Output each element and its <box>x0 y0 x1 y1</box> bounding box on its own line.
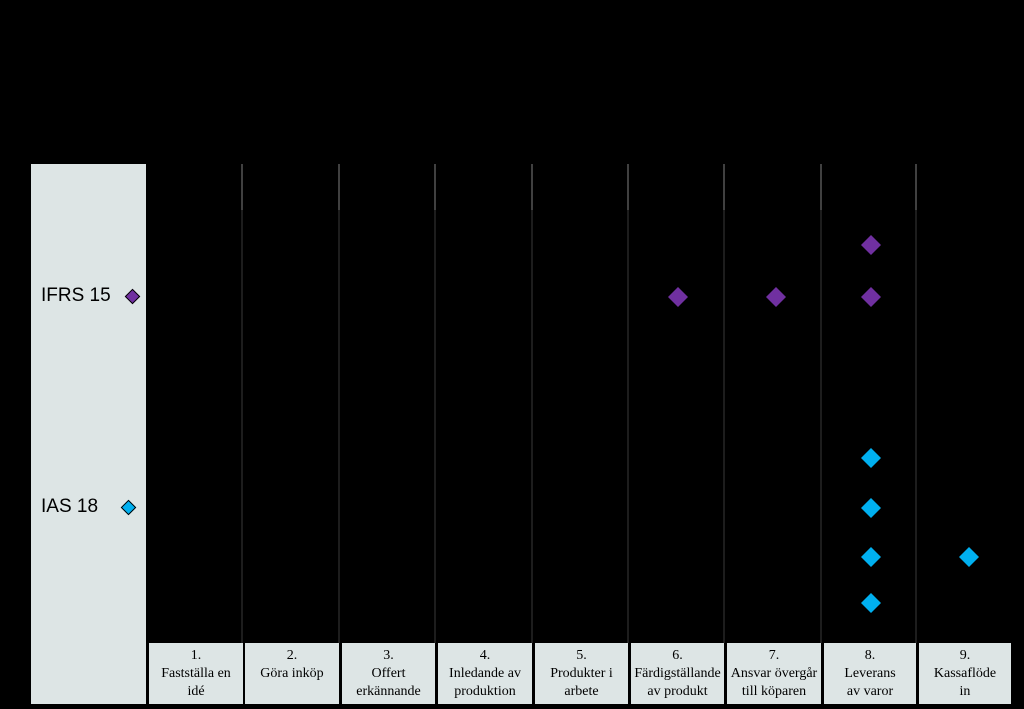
stage-text-9-1: Kassaflöde <box>933 666 997 681</box>
stage-label-2: 2. Göra inköp <box>245 643 339 704</box>
stage-text-8-2: av varor <box>846 684 894 699</box>
point-ifrs15-stage-6-mid <box>668 287 688 307</box>
stage-number-5: 5. <box>576 648 587 663</box>
stage-label-9: 9. Kassaflöde in <box>919 643 1011 704</box>
point-ifrs15-stage-8-upper <box>861 235 881 255</box>
legend-marker-ias18-icon <box>120 499 137 515</box>
stage-label-7: 7. Ansvar övergår till köparen <box>727 643 821 704</box>
stage-text-7-1: Ansvar övergår <box>730 666 818 681</box>
stage-text-5-1: Produkter i <box>550 666 613 681</box>
legend-item-ias18: IAS 18 <box>31 492 146 522</box>
legend-panel: IFRS 15 IAS 18 <box>31 164 146 704</box>
stage-text-5-2: arbete <box>564 684 599 699</box>
legend-item-ifrs15: IFRS 15 <box>31 281 146 311</box>
stage-text-3-1: Offert <box>371 666 406 681</box>
point-ifrs15-stage-8-mid <box>861 287 881 307</box>
stage-label-1: 1. Fastställa en idé <box>149 643 243 704</box>
stage-text-4-1: Inledande av <box>449 666 521 681</box>
stage-text-2-1: Göra inköp <box>260 666 324 681</box>
point-ias18-stage-8-mid <box>861 498 881 518</box>
stage-label-3: 3. Offert erkännande <box>342 643 435 704</box>
point-ias18-stage-8-low <box>861 547 881 567</box>
stage-text-4-2: produktion <box>454 684 516 699</box>
stage-label-4: 4. Inledande av produktion <box>438 643 532 704</box>
stage-text-1-2: idé <box>187 684 205 699</box>
stage-label-8: 8. Leverans av varor <box>824 643 916 704</box>
stage-number-1: 1. <box>190 648 202 663</box>
stage-number-9: 9. <box>959 648 971 663</box>
stage-text-3-2: erkännande <box>356 684 421 699</box>
stage-text-8-1: Leverans <box>844 666 896 681</box>
stage-text-6-1: Färdigställande <box>634 666 721 681</box>
stage-number-7: 7. <box>768 648 780 663</box>
stage-text-7-2: till köparen <box>741 684 807 699</box>
point-ias18-stage-8-top <box>861 448 881 468</box>
stage-text-6-2: av produkt <box>647 684 708 699</box>
point-ifrs15-stage-7-mid <box>766 287 786 307</box>
stage-number-3: 3. <box>383 648 394 663</box>
legend-label-ifrs15: IFRS 15 <box>41 285 111 306</box>
stage-text-1-1: Fastställa en <box>161 666 231 681</box>
stage-label-5: 5. Produkter i arbete <box>535 643 628 704</box>
stage-label-6: 6. Färdigställande av produkt <box>631 643 724 704</box>
stage-number-6: 6. <box>672 648 683 663</box>
stage-text-9-2: in <box>959 684 971 699</box>
point-ias18-stage-9-low <box>959 547 979 567</box>
stage-number-8: 8. <box>864 648 876 663</box>
legend-marker-ifrs15-icon <box>124 288 141 304</box>
stage-number-2: 2. <box>286 648 298 663</box>
stage-number-4: 4. <box>479 648 491 663</box>
legend-label-ias18: IAS 18 <box>41 496 99 517</box>
point-ias18-stage-8-bottom <box>861 593 881 613</box>
